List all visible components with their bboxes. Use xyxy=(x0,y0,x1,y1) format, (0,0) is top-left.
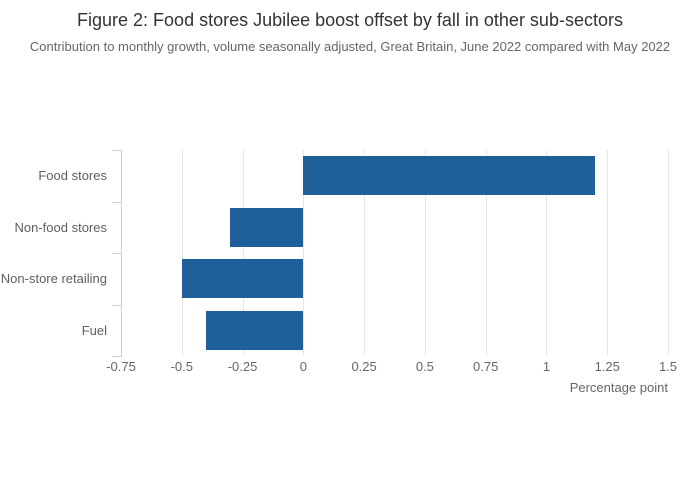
gridline xyxy=(607,150,609,356)
x-tick-label: 0 xyxy=(299,359,307,374)
x-axis-title: Percentage point xyxy=(569,380,668,395)
x-tick-label: 0.25 xyxy=(351,359,377,374)
category-label: Non-store retailing xyxy=(0,271,107,287)
plot-area xyxy=(112,150,669,357)
gridline xyxy=(424,150,426,356)
y-axis-tick xyxy=(112,201,121,203)
x-tick-label: -0.75 xyxy=(106,359,136,374)
gridline xyxy=(181,150,183,356)
y-axis-tick xyxy=(112,150,121,151)
gridline xyxy=(242,150,244,356)
gridline xyxy=(668,150,669,356)
x-tick-label: 1.5 xyxy=(658,359,678,374)
x-axis-tick-labels: -0.75 -0.5 -0.25 0 0.25 0.5 0.75 1 1.25 1.5 xyxy=(106,359,677,375)
gridline xyxy=(485,150,487,356)
bar-non-store-retailing xyxy=(181,259,304,299)
x-tick-label: 1 xyxy=(542,359,551,374)
bar-fuel xyxy=(206,310,304,350)
category-label: Non-food stores xyxy=(14,219,108,235)
y-axis-tick xyxy=(112,356,121,357)
chart-subtitle: Contribution to monthly growth, volume s… xyxy=(29,39,671,54)
bar-non-food-stores xyxy=(230,207,304,247)
gridline xyxy=(303,150,305,356)
category-label: Food stores xyxy=(38,168,107,184)
x-tick-label: -0.5 xyxy=(170,359,193,374)
bar-food-stores xyxy=(303,156,596,196)
gridline xyxy=(364,150,366,356)
category-label: Fuel xyxy=(81,322,107,338)
y-axis-line xyxy=(121,150,122,357)
x-tick-label: 1.25 xyxy=(594,359,620,374)
chart-title: Figure 2: Food stores Jubilee boost offs… xyxy=(77,10,623,30)
y-axis-tick xyxy=(112,253,121,254)
x-tick-label: -0.25 xyxy=(227,359,258,374)
x-tick-label: 0.5 xyxy=(415,359,434,374)
x-tick-label: 0.75 xyxy=(473,359,499,374)
y-axis-category-labels: Food stores Non-food stores Non-store reta… xyxy=(0,150,107,356)
gridline xyxy=(546,150,548,356)
y-axis-tick xyxy=(112,304,121,306)
